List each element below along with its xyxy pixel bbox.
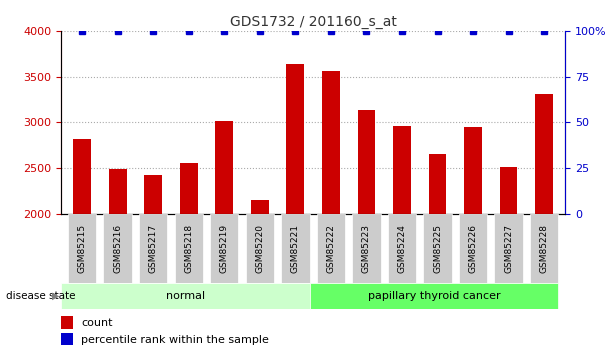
Bar: [61, 316, 74, 329]
Text: GSM85218: GSM85218: [184, 224, 193, 273]
Text: GSM85227: GSM85227: [504, 224, 513, 273]
Bar: [174, 214, 203, 283]
Text: GSM85224: GSM85224: [398, 224, 407, 273]
Bar: [500, 167, 517, 345]
Text: GSM85221: GSM85221: [291, 224, 300, 273]
Bar: [61, 333, 74, 345]
Bar: [180, 163, 198, 345]
Bar: [535, 94, 553, 345]
Bar: [530, 214, 558, 283]
Text: percentile rank within the sample: percentile rank within the sample: [81, 335, 269, 345]
Bar: [210, 214, 238, 283]
Bar: [73, 139, 91, 345]
Text: papillary thyroid cancer: papillary thyroid cancer: [368, 291, 500, 301]
Bar: [429, 154, 446, 345]
Bar: [139, 214, 167, 283]
Text: GSM85217: GSM85217: [149, 224, 157, 273]
Title: GDS1732 / 201160_s_at: GDS1732 / 201160_s_at: [230, 14, 396, 29]
Text: GSM85225: GSM85225: [433, 224, 442, 273]
Bar: [251, 200, 269, 345]
Text: GSM85216: GSM85216: [113, 224, 122, 273]
Bar: [281, 214, 309, 283]
Bar: [61, 283, 309, 309]
Bar: [309, 283, 558, 309]
Text: GSM85228: GSM85228: [540, 224, 548, 273]
Bar: [322, 71, 340, 345]
Text: GSM85222: GSM85222: [326, 224, 336, 273]
Text: count: count: [81, 318, 112, 327]
Text: GSM85219: GSM85219: [219, 224, 229, 273]
Bar: [494, 214, 523, 283]
Text: GSM85215: GSM85215: [78, 224, 86, 273]
Bar: [103, 214, 132, 283]
Bar: [215, 121, 233, 345]
Bar: [286, 64, 304, 345]
Bar: [317, 214, 345, 283]
Bar: [464, 127, 482, 345]
Text: disease state: disease state: [6, 291, 75, 301]
Text: normal: normal: [165, 291, 205, 301]
Text: GSM85223: GSM85223: [362, 224, 371, 273]
Bar: [246, 214, 274, 283]
Bar: [144, 175, 162, 345]
Text: ▶: ▶: [52, 291, 59, 301]
Bar: [109, 169, 126, 345]
Bar: [358, 110, 375, 345]
Bar: [423, 214, 452, 283]
Bar: [393, 126, 411, 345]
Text: GSM85226: GSM85226: [469, 224, 477, 273]
Bar: [459, 214, 487, 283]
Bar: [352, 214, 381, 283]
Text: GSM85220: GSM85220: [255, 224, 264, 273]
Bar: [68, 214, 96, 283]
Bar: [388, 214, 416, 283]
